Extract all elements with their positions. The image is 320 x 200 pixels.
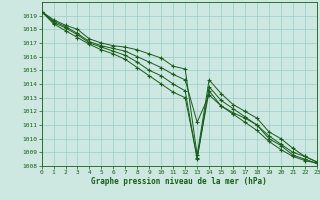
X-axis label: Graphe pression niveau de la mer (hPa): Graphe pression niveau de la mer (hPa) — [91, 177, 267, 186]
